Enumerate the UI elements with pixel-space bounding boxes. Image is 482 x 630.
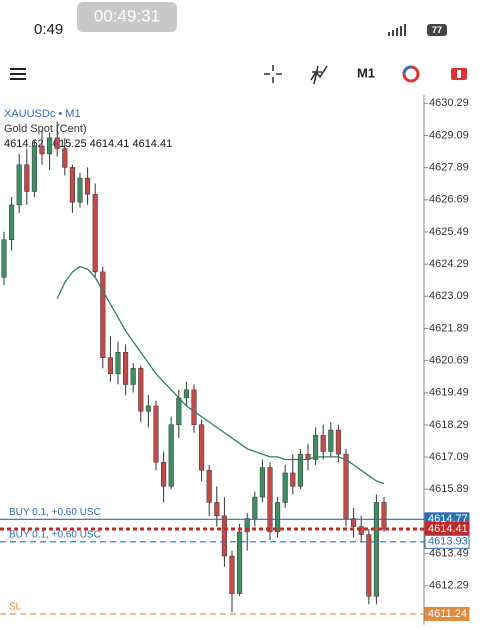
candle-body	[351, 518, 357, 527]
candle-body	[161, 461, 167, 487]
candle-body	[259, 467, 265, 498]
y-tick-label: 4630.29	[429, 97, 469, 109]
candle-body	[320, 435, 326, 452]
candle-body	[24, 164, 30, 192]
candle-body	[328, 429, 334, 452]
y-tick-label: 4617.09	[429, 451, 469, 463]
candle-body	[290, 472, 296, 487]
candle-body	[244, 518, 250, 533]
candle-body	[183, 389, 189, 399]
candle-body	[1, 239, 7, 278]
candle-body	[221, 515, 227, 557]
y-tick-label: 4627.89	[429, 162, 469, 174]
candle-body	[54, 137, 60, 149]
candle-body	[199, 424, 205, 471]
candle-body	[373, 502, 379, 597]
candle-body	[214, 502, 220, 517]
y-tick-label: 4618.29	[429, 419, 469, 431]
candle-body	[100, 271, 106, 358]
candle-body	[313, 435, 319, 460]
y-tick-label: 4620.69	[429, 355, 469, 367]
candle-body	[115, 352, 121, 375]
candle-body	[267, 467, 273, 533]
candle-body	[39, 145, 45, 155]
candle-body	[335, 429, 341, 455]
battery-level: 77	[432, 25, 442, 35]
candle-body	[176, 397, 182, 425]
candle-body	[69, 167, 75, 203]
level-price: 4614.41	[428, 523, 468, 535]
y-tick-label: 4624.29	[429, 258, 469, 270]
y-tick-label: 4623.09	[429, 290, 469, 302]
symbol: XAUUSDc • M1	[4, 108, 81, 120]
y-tick-label: 4626.69	[429, 194, 469, 206]
candle-body	[107, 357, 113, 375]
battery	[427, 24, 447, 36]
recording-pill	[77, 2, 177, 32]
candle-body	[381, 502, 387, 530]
y-tick-label: 4621.89	[429, 322, 469, 334]
y-tick-label: 4625.49	[429, 226, 469, 238]
signal-icon	[388, 24, 406, 36]
moving-average	[56, 265, 385, 485]
candle-body	[366, 534, 372, 597]
candle-body	[9, 204, 15, 240]
candle-body	[206, 470, 212, 503]
candle-body	[237, 531, 243, 594]
timeframe[interactable]: M1	[357, 65, 375, 80]
y-tick-label: 4615.89	[429, 483, 469, 495]
ohlc-readout: 4614.62 4615.25 4614.41 4614.41	[4, 138, 172, 150]
crosshair-icon[interactable]	[264, 65, 282, 83]
candle-body	[153, 405, 159, 463]
candle-body	[145, 405, 151, 412]
candle-body	[16, 164, 22, 206]
indicator-icon[interactable]	[310, 65, 328, 85]
candle-body	[275, 502, 281, 533]
candle-body	[229, 555, 235, 594]
candle-body	[31, 145, 37, 192]
candle-body	[123, 352, 129, 385]
y-tick-label: 4619.49	[429, 387, 469, 399]
candle-body	[252, 496, 258, 519]
candle-body	[77, 177, 83, 203]
level-price-box	[424, 606, 470, 621]
level-price: 4613.93	[428, 536, 468, 548]
level-label: BUY 0.1, +0.60 USC	[9, 507, 101, 518]
candle-body	[62, 148, 68, 168]
candle-body	[297, 453, 303, 487]
clock: 0:49	[34, 21, 63, 38]
candle-body	[358, 526, 364, 535]
instrument-name: Gold Spot (Cent)	[4, 123, 87, 135]
trade-icon-part	[402, 65, 412, 75]
level-price-box	[424, 534, 470, 549]
recording-timer: 00:49:31	[94, 6, 160, 25]
chart-mode-icon-part	[457, 70, 461, 78]
y-tick-label: 4629.09	[429, 129, 469, 141]
candle-body	[191, 389, 197, 425]
candle-body	[47, 137, 53, 155]
y-tick-label: 4613.49	[429, 548, 469, 560]
level-price: 4611.24	[428, 608, 467, 620]
menu-icon[interactable]	[10, 68, 26, 80]
y-tick-label: 4612.29	[429, 580, 469, 592]
candle-body	[138, 368, 144, 412]
candle-body	[130, 368, 136, 385]
candle-body	[92, 193, 98, 273]
candle-body	[282, 472, 288, 503]
level-label: BUY 0.1, +0.60 USC	[9, 529, 101, 540]
level-label: SL	[9, 602, 22, 613]
candle-body	[85, 177, 91, 195]
candle-body	[168, 424, 174, 487]
candle-body	[343, 453, 349, 519]
